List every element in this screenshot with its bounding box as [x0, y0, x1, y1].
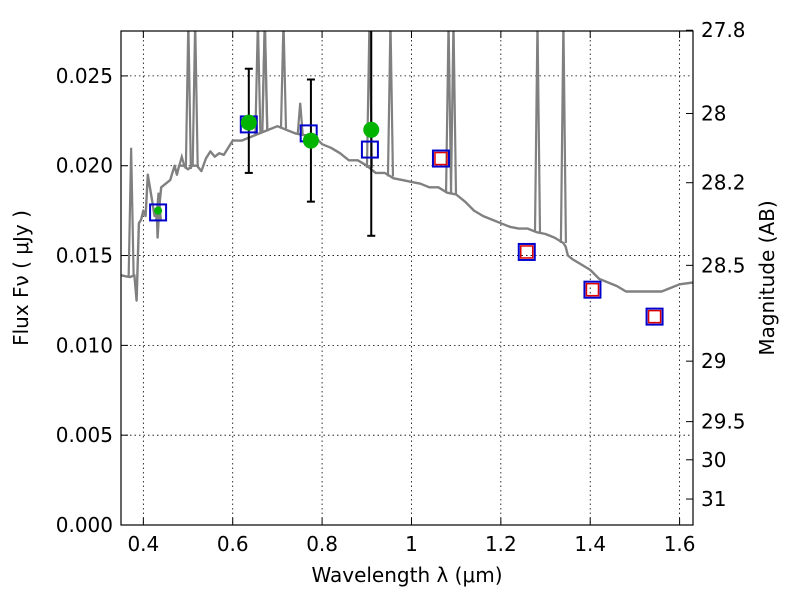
model-flux-marker-blue — [360, 140, 379, 159]
emission-line — [191, 31, 199, 166]
emission-line — [279, 31, 288, 129]
photometry-series — [149, 31, 664, 326]
observed-flux-point — [302, 132, 319, 149]
emission-line — [296, 102, 304, 135]
x-tick-label: 0.4 — [127, 532, 159, 556]
right-tick-label: 28.2 — [701, 171, 746, 195]
x-tick-label: 1.6 — [664, 532, 696, 556]
emission-line — [254, 31, 262, 135]
y-tick-label: 0.025 — [56, 64, 113, 88]
x-tick-label: 1.2 — [485, 532, 517, 556]
y-tick-label: 0.015 — [56, 244, 113, 268]
emission-line — [127, 147, 135, 277]
observed-flux-point — [363, 121, 380, 138]
y-tick-label: 0.000 — [56, 513, 113, 537]
y-tick-label: 0.020 — [56, 154, 113, 178]
y-tick-label: 0.005 — [56, 423, 113, 447]
right-tick-label: 30 — [701, 448, 726, 472]
model-flux-marker-blue — [583, 280, 602, 299]
right-tick-label: 28.5 — [701, 253, 746, 277]
axis-ticks: 0.4 0.6 0.8 1 1.2 1.4 1.6 0.000 0.005 0.010 0.015 0… — [56, 18, 746, 556]
emission-line — [533, 31, 542, 233]
emission-line — [449, 31, 458, 194]
model-flux-marker-red — [520, 245, 534, 259]
observed-flux-point — [154, 206, 163, 215]
emission-line — [261, 31, 269, 132]
model-flux-marker-blue — [431, 149, 450, 168]
right-tick-label: 29 — [701, 349, 726, 373]
x-tick-label: 0.6 — [217, 532, 249, 556]
model-flux-marker-blue — [517, 242, 536, 261]
emission-line — [178, 152, 186, 167]
right-tick-label: 28 — [701, 101, 726, 125]
emission-line — [559, 31, 568, 243]
x-tick-label: 1.4 — [574, 532, 606, 556]
x-tick-label: 1 — [405, 532, 418, 556]
model-flux-marker-red — [585, 282, 600, 297]
model-flux-marker-blue — [645, 307, 664, 326]
x-tick-label: 0.8 — [306, 532, 338, 556]
spectrum-line — [121, 125, 693, 302]
model-flux-marker-red — [647, 309, 662, 324]
plot-area — [121, 31, 693, 525]
model-flux-marker-red — [434, 151, 448, 166]
y-axis-label: Flux Fν ( μJy ) — [9, 210, 33, 346]
emission-line — [444, 31, 453, 193]
emission-line — [386, 31, 395, 177]
emission-line — [184, 31, 192, 170]
y-tick-label: 0.010 — [56, 333, 113, 357]
plot-frame — [120, 30, 694, 526]
right-tick-label: 29.5 — [701, 410, 746, 434]
right-tick-label: 27.8 — [701, 18, 746, 42]
right-tick-label: 31 — [701, 487, 726, 511]
x-axis-label: Wavelength λ (μm) — [311, 563, 502, 587]
y-axis-right-label: Magnitude (AB) — [755, 200, 779, 355]
observed-flux-point — [240, 114, 257, 131]
model-flux-marker-blue — [149, 203, 168, 222]
